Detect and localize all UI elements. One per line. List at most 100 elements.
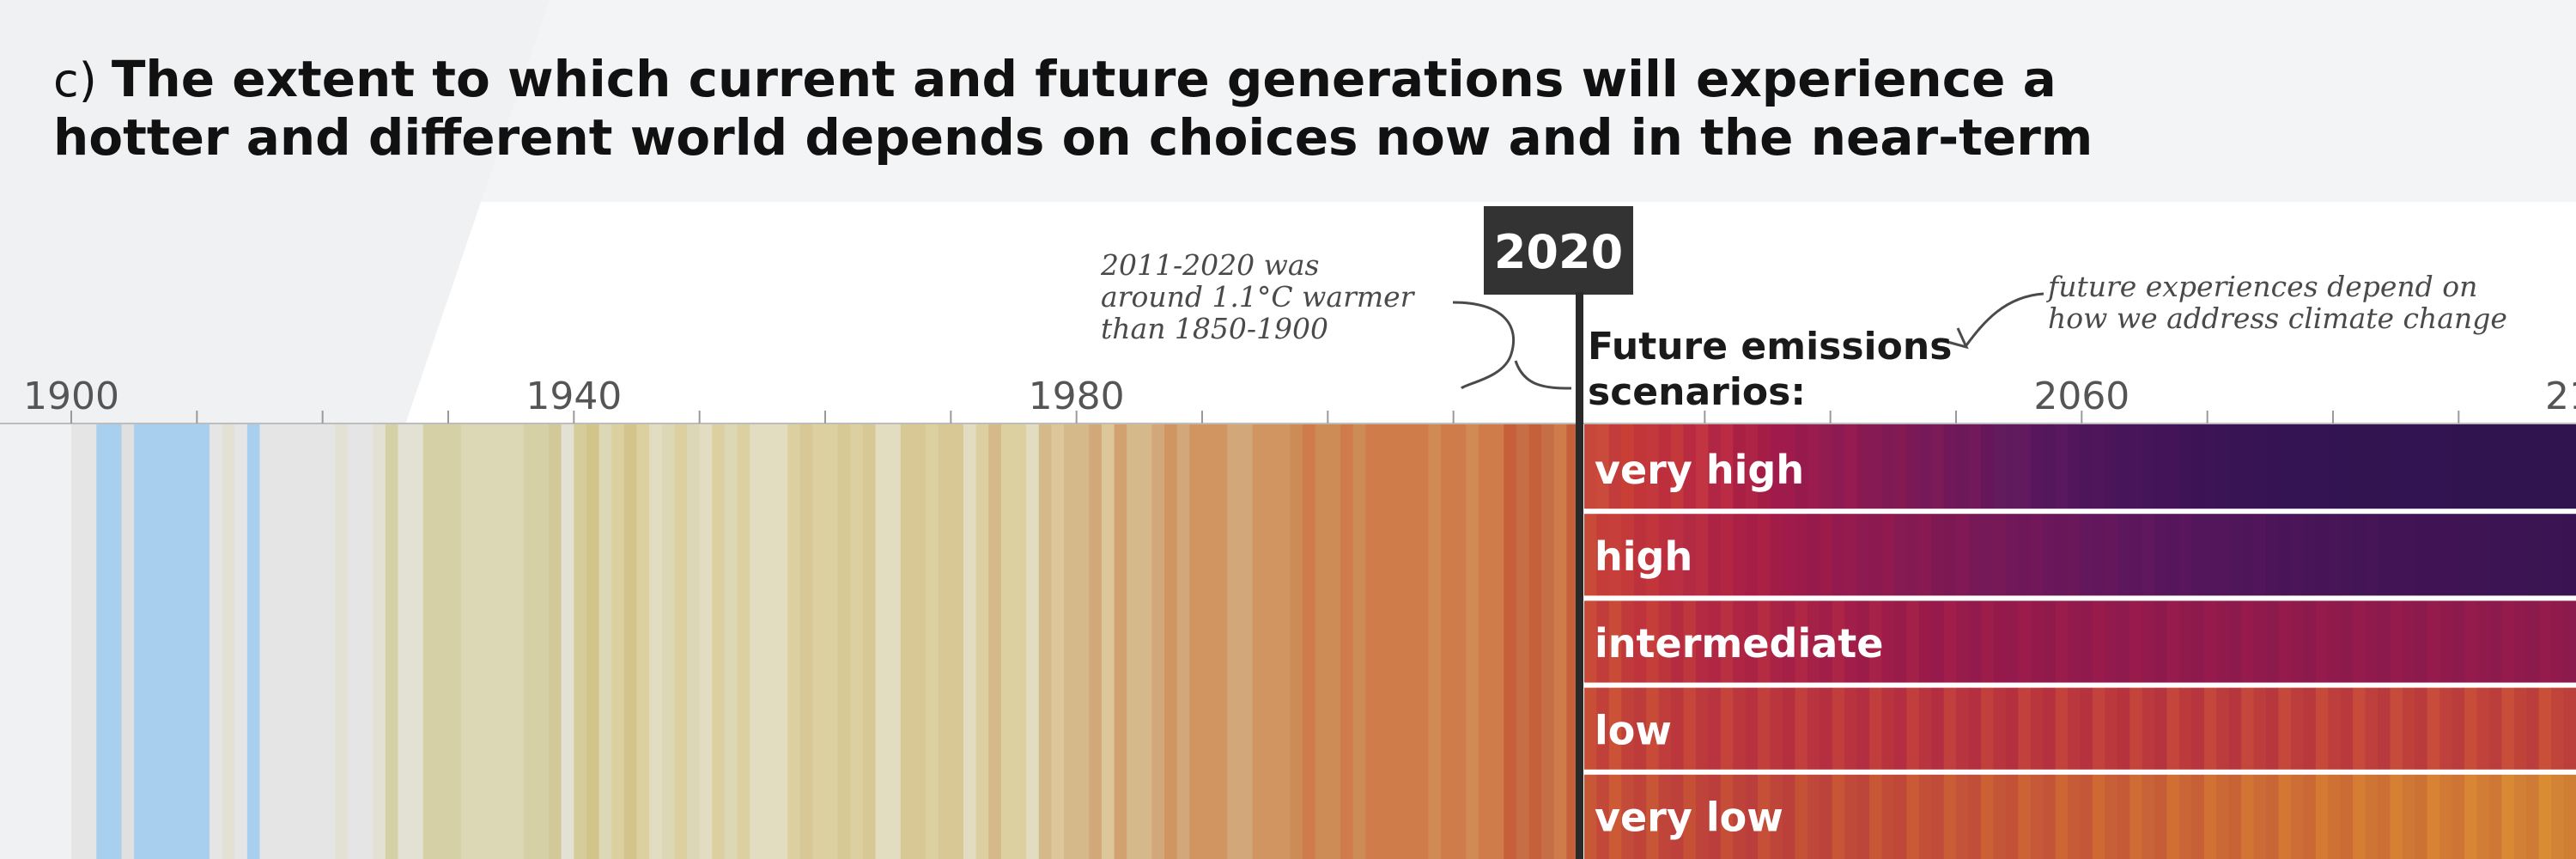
scenario-low-stripe-27 — [1918, 685, 1932, 773]
scenario-very-low-stripe-30 — [1956, 771, 1970, 859]
observed-stripe-2013 — [1491, 424, 1504, 859]
scenario-very-low-stripe-10 — [1708, 771, 1722, 859]
scenario-very-high-stripe-44 — [2129, 424, 2143, 512]
future-note-arrow — [1965, 292, 2044, 346]
scenario-very-high-stripe-41 — [2092, 424, 2105, 512]
x-tick-label-1900: 1900 — [23, 375, 119, 418]
scenario-very-low-stripe-23 — [1869, 771, 1883, 859]
scenario-low-stripe-3 — [1621, 685, 1635, 773]
scenario-high-stripe-76 — [2526, 511, 2540, 599]
scenario-very-high-stripe-70 — [2451, 424, 2465, 512]
observed-stripe-1906 — [146, 424, 161, 859]
scenario-low-stripe-55 — [2266, 685, 2280, 773]
observed-stripe-2006 — [1403, 424, 1417, 859]
observed-stripe-1926 — [398, 424, 411, 859]
observed-stripe-1977 — [1038, 424, 1052, 859]
scenario-very-high-stripe-47 — [2166, 424, 2180, 512]
scenario-high-stripe-55 — [2266, 511, 2280, 599]
scenario-high-stripe-43 — [2117, 511, 2130, 599]
scenario-low-stripe-29 — [1943, 685, 1957, 773]
scenario-low-stripe-1 — [1596, 685, 1610, 773]
scenario-low-stripe-46 — [2154, 685, 2168, 773]
scenario-very-high-stripe-21 — [1844, 424, 1858, 512]
scenario-high-stripe-77 — [2538, 511, 2552, 599]
scenario-very-high-stripe-55 — [2266, 424, 2280, 512]
scenario-very-high-stripe-30 — [1956, 424, 1970, 512]
scenario-low-stripe-17 — [1795, 685, 1808, 773]
scenario-very-low-stripe-5 — [1646, 771, 1660, 859]
observed-stripe-1954 — [750, 424, 763, 859]
scenario-very-high-stripe-28 — [1931, 424, 1945, 512]
scenario-low-stripe-65 — [2390, 685, 2403, 773]
scenario-very-low-stripe-29 — [1943, 771, 1957, 859]
scenario-intermediate-stripe-34 — [2005, 598, 2019, 686]
scenario-high-stripe-1 — [1596, 511, 1610, 599]
past-note-line2: around 1.1°C warmer — [1101, 280, 1416, 314]
scenario-high-stripe-35 — [2018, 511, 2032, 599]
scenario-low-stripe-13 — [1745, 685, 1759, 773]
scenario-high-stripe-63 — [2365, 511, 2379, 599]
scenario-very-low-stripe-20 — [1832, 771, 1845, 859]
scenario-very-low-stripe-73 — [2488, 771, 2502, 859]
scenario-high-stripe-62 — [2353, 511, 2366, 599]
observed-stripe-1947 — [661, 424, 675, 859]
scenario-very-high-stripe-54 — [2253, 424, 2267, 512]
scenario-high-stripe-27 — [1918, 511, 1932, 599]
x-tick-label-21: 21 — [2545, 375, 2576, 418]
scenario-low-stripe-56 — [2278, 685, 2292, 773]
scenario-low-stripe-8 — [1683, 685, 1697, 773]
scenario-very-low-stripe-25 — [1893, 771, 1907, 859]
scenario-high-stripe-22 — [1856, 511, 1870, 599]
scenario-very-low-stripe-79 — [2563, 771, 2576, 859]
scenario-very-high-stripe-57 — [2290, 424, 2304, 512]
scenario-high-stripe-59 — [2315, 511, 2329, 599]
observed-stripe-1993 — [1239, 424, 1254, 859]
scenario-intermediate-stripe-15 — [1770, 598, 1783, 686]
scenario-high-stripe-5 — [1646, 511, 1660, 599]
observed-stripe-1971 — [963, 424, 977, 859]
scenario-intermediate-stripe-23 — [1869, 598, 1883, 686]
scenario-intermediate-stripe-26 — [1906, 598, 1920, 686]
scenario-low-stripe-64 — [2378, 685, 2391, 773]
observed-stripe-1970 — [951, 424, 964, 859]
scenario-very-low-stripe-21 — [1844, 771, 1858, 859]
scenario-very-low-stripe-42 — [2105, 771, 2118, 859]
scenario-very-low-stripe-11 — [1720, 771, 1734, 859]
observed-stripe-1934 — [498, 424, 512, 859]
observed-stripe-2004 — [1377, 424, 1392, 859]
scenario-high-stripe-4 — [1633, 511, 1647, 599]
scenario-very-low-stripe-40 — [2080, 771, 2093, 859]
observed-stripe-1953 — [737, 424, 750, 859]
scenario-intermediate-stripe-68 — [2427, 598, 2440, 686]
scenario-low-stripe-31 — [1968, 685, 1982, 773]
scenario-low-stripe-32 — [1981, 685, 1995, 773]
scenario-intermediate-stripe-17 — [1795, 598, 1808, 686]
observed-stripe-1965 — [888, 424, 902, 859]
observed-stripe-1935 — [511, 424, 525, 859]
scenario-separator-3 — [1579, 682, 2576, 688]
scenario-very-high-stripe-1 — [1596, 424, 1610, 512]
scenario-intermediate-stripe-10 — [1708, 598, 1722, 686]
scenario-very-low-stripe-67 — [2415, 771, 2428, 859]
scenario-very-low-stripe-2 — [1608, 771, 1622, 859]
scenario-high-stripe-54 — [2253, 511, 2267, 599]
x-tick-label-1980: 1980 — [1029, 375, 1125, 418]
scenario-very-high-stripe-63 — [2365, 424, 2379, 512]
observed-stripe-1921 — [335, 424, 349, 859]
scenario-low-stripe-10 — [1708, 685, 1722, 773]
scenario-intermediate-stripe-49 — [2191, 598, 2205, 686]
observed-stripe-1966 — [900, 424, 914, 859]
observed-stripe-1917 — [284, 424, 298, 859]
scenario-high-stripe-36 — [2030, 511, 2044, 599]
observed-stripe-1967 — [913, 424, 927, 859]
past-note-arrow — [1452, 301, 1516, 390]
scenario-very-low-stripe-16 — [1783, 771, 1796, 859]
scenario-intermediate-stripe-76 — [2526, 598, 2540, 686]
scenario-intermediate-stripe-6 — [1658, 598, 1672, 686]
scenario-high-stripe-11 — [1720, 511, 1734, 599]
scenario-very-low-stripe-6 — [1658, 771, 1672, 859]
scenario-very-low-stripe-38 — [2055, 771, 2069, 859]
scenario-intermediate-stripe-27 — [1918, 598, 1932, 686]
scenario-intermediate-stripe-39 — [2068, 598, 2081, 686]
scenario-intermediate-stripe-57 — [2290, 598, 2304, 686]
